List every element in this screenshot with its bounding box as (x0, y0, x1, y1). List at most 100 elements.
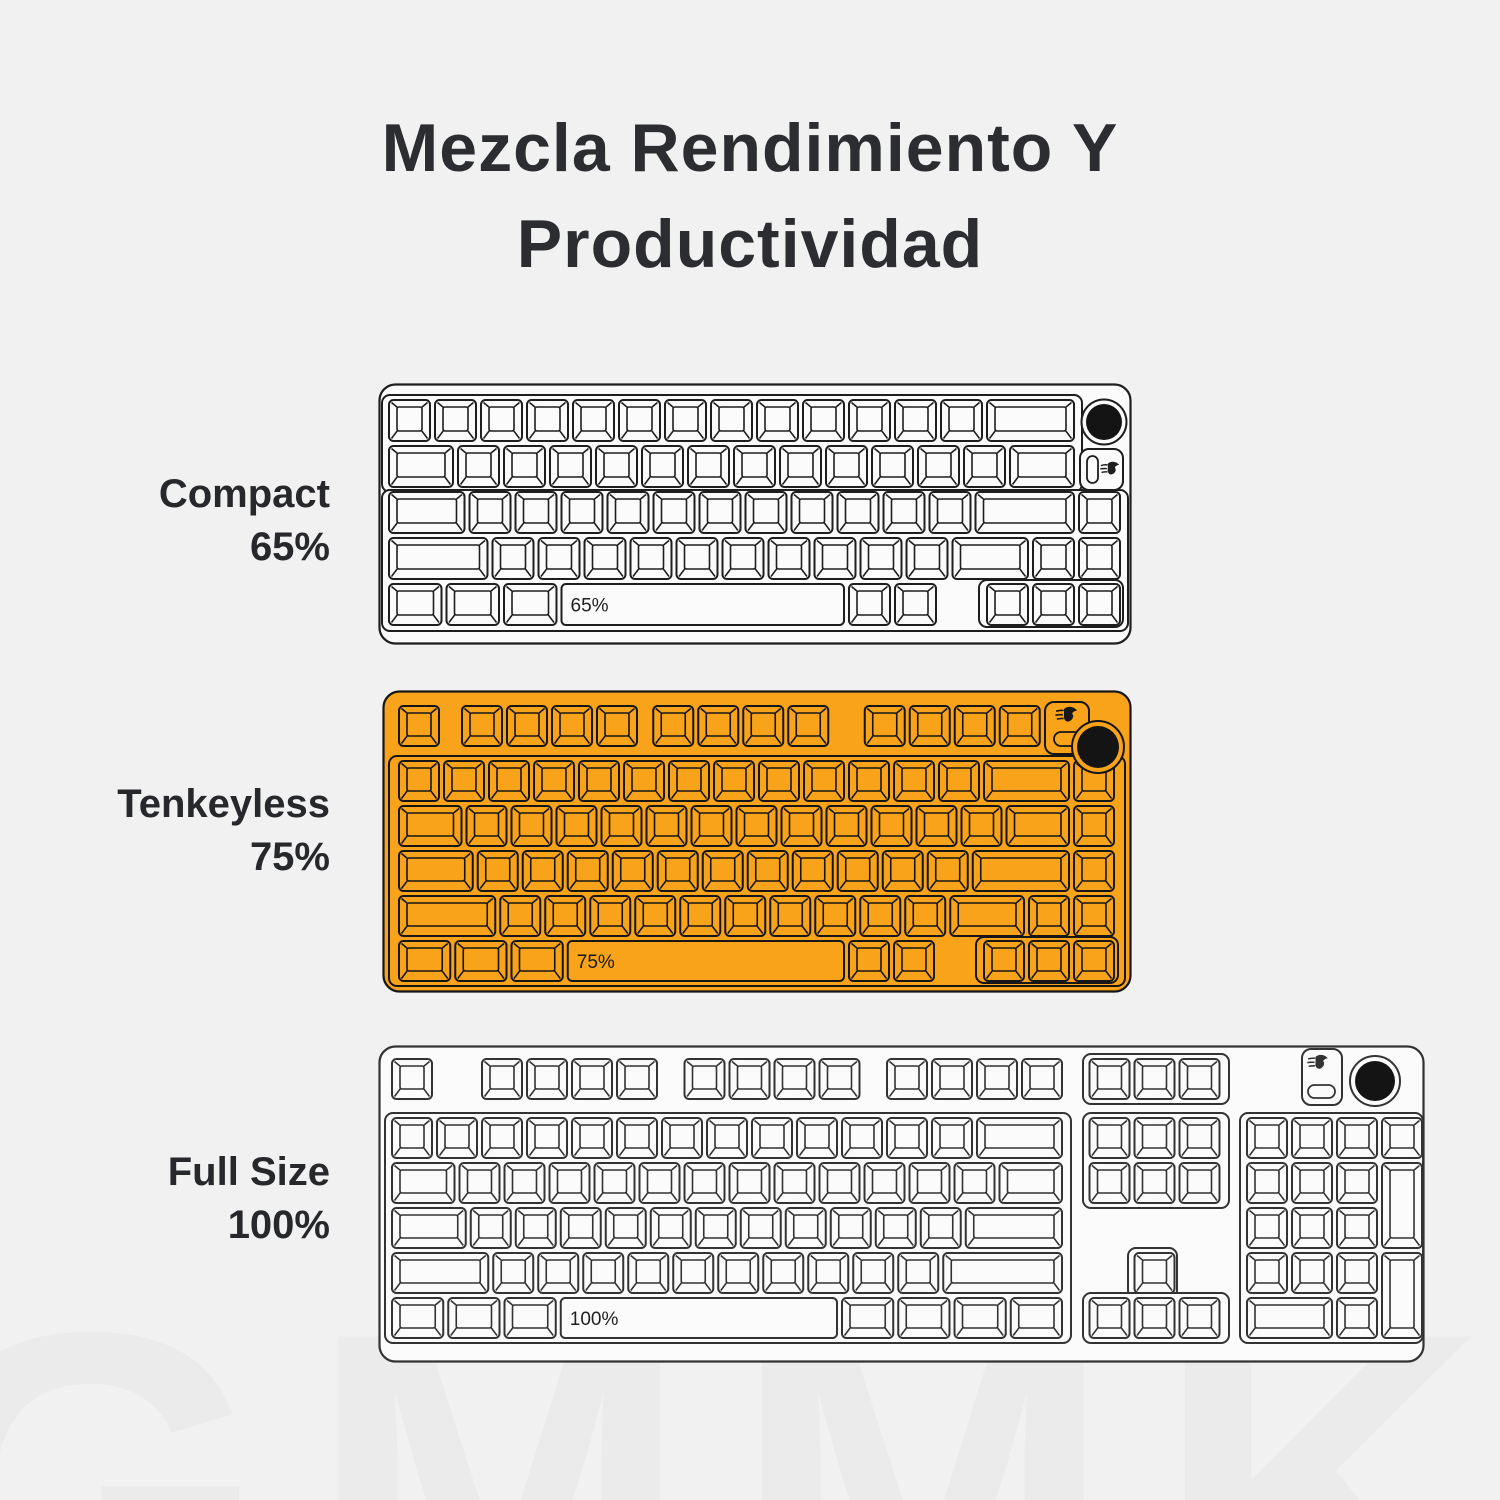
keycap (447, 1297, 501, 1339)
keycap (510, 805, 553, 847)
keycap (960, 805, 1003, 847)
keycap (814, 895, 857, 937)
indicator-pill-icon (1086, 455, 1099, 484)
keycap (871, 445, 914, 488)
keycap (629, 537, 673, 580)
keycap (491, 537, 535, 580)
keycap (905, 537, 949, 580)
keycap (790, 491, 834, 534)
keycap (566, 850, 609, 892)
glorious-logo-icon (1315, 1054, 1328, 1069)
keycap (675, 537, 719, 580)
keycap (443, 760, 485, 802)
keycap (1005, 805, 1070, 847)
keycap (481, 1058, 523, 1100)
keycap (1009, 445, 1075, 488)
keycap (559, 1207, 602, 1249)
keycap (983, 760, 1070, 802)
keycap (926, 850, 969, 892)
keycap (1078, 583, 1121, 626)
keycap (661, 1117, 703, 1159)
volume-knob-icon (1355, 1061, 1395, 1101)
keycap (897, 1297, 951, 1339)
keycap (976, 1058, 1018, 1100)
label-full-size-100: Full Size 100% (60, 1146, 330, 1252)
keycap (1336, 1297, 1378, 1339)
keycap (713, 760, 755, 802)
keycap (634, 895, 677, 937)
keycap (480, 399, 523, 442)
keycap (506, 705, 548, 747)
keycap (1133, 1058, 1176, 1100)
keycap (388, 537, 489, 580)
keycap (618, 399, 661, 442)
keyboard-compact-65-illustration: 65% (378, 383, 1132, 645)
keycap (931, 1117, 973, 1159)
keycap (627, 1252, 670, 1294)
keycap (589, 895, 632, 937)
keycap (469, 1207, 512, 1249)
keycap (802, 399, 845, 442)
keycap (461, 705, 503, 747)
keycap (951, 537, 1029, 580)
keycap (1088, 1297, 1131, 1339)
title-line-1: Mezcla Rendimiento Y (381, 110, 1119, 186)
logo-badge-box (1301, 1048, 1343, 1106)
keycap (813, 537, 857, 580)
keycap (623, 760, 665, 802)
keycap (848, 940, 890, 982)
keycap (787, 705, 830, 747)
keycap (476, 850, 519, 892)
keycap (578, 760, 620, 802)
keycap (717, 1252, 760, 1294)
keycap (1088, 1058, 1131, 1100)
keycap (454, 940, 508, 982)
keycap (953, 1162, 996, 1204)
keycap (656, 850, 699, 892)
keycap (492, 1252, 535, 1294)
keycap (481, 1117, 523, 1159)
keycap (848, 399, 891, 442)
keycap (641, 445, 684, 488)
keycap (897, 1252, 940, 1294)
keycap (445, 583, 500, 626)
keycap (886, 1058, 928, 1100)
keycap (398, 805, 463, 847)
keycap (928, 491, 972, 534)
keycap (758, 760, 800, 802)
keycap (908, 705, 951, 747)
keycap (1088, 1162, 1131, 1204)
keycap (391, 1252, 490, 1294)
volume-knob-icon (1086, 404, 1122, 440)
keycap (388, 445, 454, 488)
keyboard-tenkeyless-75-illustration: 75% (382, 690, 1132, 993)
keycap (1381, 1252, 1423, 1339)
keycap (503, 445, 546, 488)
keycap (391, 1297, 445, 1339)
keycap (555, 805, 598, 847)
keycap (583, 537, 627, 580)
keycap (882, 491, 926, 534)
title-line-2: Productividad (516, 206, 984, 282)
keycap (388, 583, 443, 626)
keycap (1336, 1252, 1378, 1294)
keycap (668, 760, 710, 802)
label-full-size-name: Full Size (167, 1150, 330, 1194)
spacebar: 100% (559, 1297, 838, 1339)
keycap (886, 1117, 928, 1159)
keycap (690, 805, 733, 847)
keycap (537, 1252, 580, 1294)
keycap (1246, 1207, 1288, 1249)
keycap (904, 895, 947, 937)
keycap (746, 850, 789, 892)
keycap (1178, 1162, 1221, 1204)
keycap (818, 1058, 861, 1100)
keycap (829, 1207, 872, 1249)
keycap (652, 705, 695, 747)
spacebar-size-label: 100% (570, 1309, 619, 1330)
keycap (825, 805, 868, 847)
keycap (1178, 1117, 1221, 1159)
keycap (971, 850, 1070, 892)
spacebar-size-label: 75% (577, 952, 615, 973)
